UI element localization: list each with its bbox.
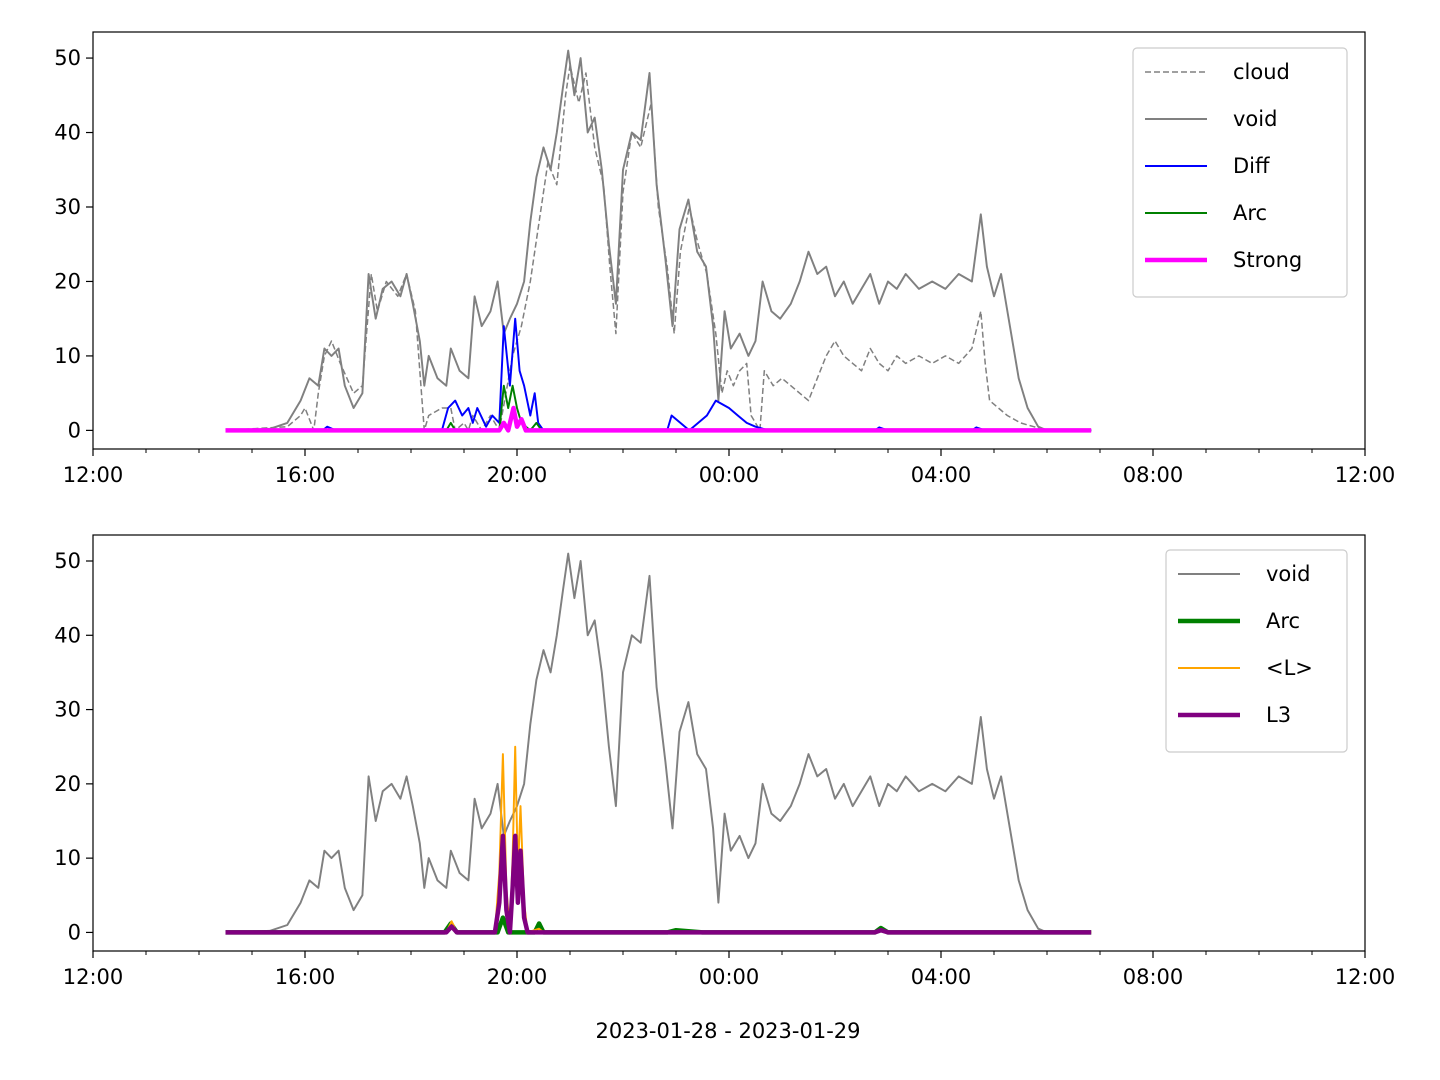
top-x-tick-label: 12:00 [63, 463, 124, 487]
top-x-tick-label: 12:00 [1335, 463, 1396, 487]
top-series-group [225, 49, 1092, 433]
top-y-tick-label: 0 [68, 418, 81, 442]
bottom-series-group [225, 552, 1092, 935]
top-y-tick-label: 30 [54, 195, 81, 219]
bottom-y-tick-label: 0 [68, 920, 81, 944]
top-legend: cloud void Diff Arc Strong [1132, 47, 1348, 298]
bottom-panel-xlabel: 2023-01-28 - 2023-01-29 [595, 1019, 860, 1043]
top-legend-label-diff: Diff [1233, 154, 1270, 178]
top-x-tick-label: 08:00 [1123, 463, 1184, 487]
bottom-x-tick-label: 00:00 [699, 965, 760, 989]
bottom-x-tick-label: 12:00 [1335, 965, 1396, 989]
top-y-tick-label: 50 [54, 46, 81, 70]
top-series-strong-line [225, 405, 1092, 433]
top-panel: 0 10 20 30 40 50 12:00 16:00 20:00 00:00 04:00 08:0… [54, 31, 1396, 487]
bottom-series-void-line [225, 552, 1092, 934]
top-y-tick-label: 20 [54, 269, 81, 293]
top-x-tick-label: 16:00 [275, 463, 336, 487]
top-legend-label-void: void [1233, 107, 1277, 131]
bottom-y-tick-label: 30 [54, 698, 81, 722]
bottom-y-tick-label: 20 [54, 772, 81, 796]
bottom-x-tick-label: 12:00 [63, 965, 124, 989]
top-x-tick-label: 04:00 [911, 463, 972, 487]
bottom-legend-label-l: <L> [1266, 656, 1313, 680]
top-y-tick-label: 40 [54, 121, 81, 145]
bottom-panel: 0 10 20 30 40 50 12:00 16:00 20:00 00:00 04:00 08:0… [54, 534, 1396, 989]
bottom-legend: void Arc <L> L3 [1165, 549, 1348, 753]
bottom-x-tick-label: 20:00 [487, 965, 548, 989]
top-x-tick-label: 20:00 [487, 463, 548, 487]
bottom-legend-label-void: void [1266, 562, 1310, 586]
top-series-void-line [225, 49, 1092, 432]
top-legend-box [1132, 47, 1348, 298]
bottom-y-tick-label: 10 [54, 846, 81, 870]
top-legend-label-arc: Arc [1233, 201, 1267, 225]
top-legend-label-strong: Strong [1233, 248, 1302, 272]
top-y-tick-label: 10 [54, 344, 81, 368]
bottom-y-tick-label: 50 [54, 549, 81, 573]
bottom-legend-label-arc: Arc [1266, 609, 1300, 633]
top-x-tick-label: 00:00 [699, 463, 760, 487]
bottom-x-tick-label: 08:00 [1123, 965, 1184, 989]
top-legend-label-cloud: cloud [1233, 60, 1290, 84]
bottom-x-tick-label: 16:00 [275, 965, 336, 989]
bottom-legend-label-l3: L3 [1266, 703, 1291, 727]
bottom-series-l3-line [225, 833, 1092, 935]
bottom-y-tick-label: 40 [54, 623, 81, 647]
top-series-arc-line [225, 384, 1092, 432]
bottom-legend-box [1165, 549, 1348, 753]
bottom-x-tick-label: 04:00 [911, 965, 972, 989]
